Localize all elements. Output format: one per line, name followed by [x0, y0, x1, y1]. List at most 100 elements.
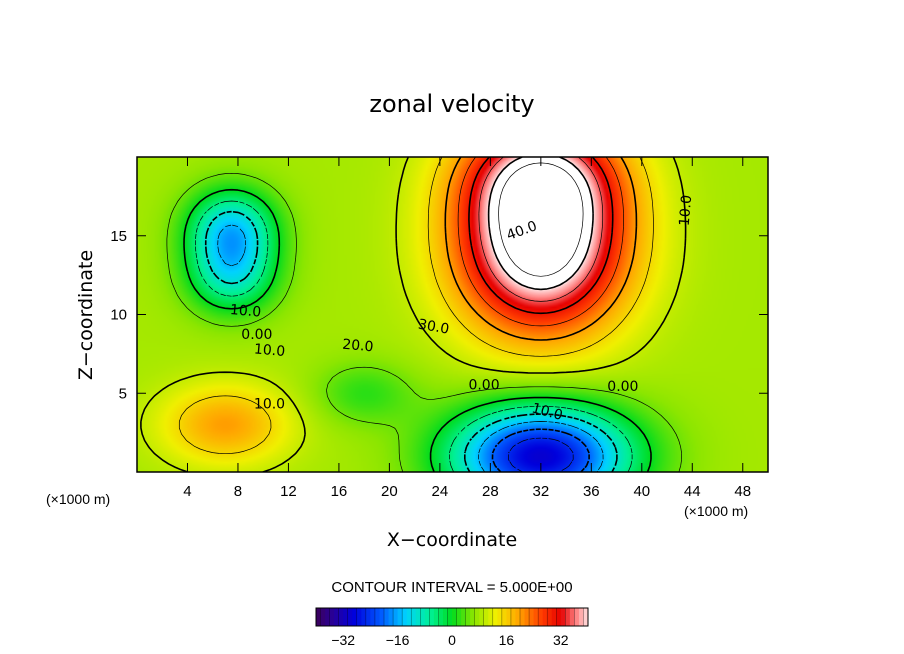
contour-line-45 — [498, 162, 584, 277]
colorbar-cell — [547, 608, 553, 626]
chart-title: zonal velocity — [369, 90, 534, 118]
colorbar-cells — [316, 608, 589, 626]
y-tick-label: 5 — [119, 385, 127, 402]
colorbar-cell — [415, 608, 421, 626]
colorbar-cell — [501, 608, 507, 626]
x-unit-right: (×1000 m) — [684, 503, 748, 519]
x-tick-label: 20 — [381, 483, 398, 500]
colorbar-cell — [402, 608, 408, 626]
contour-line-neg10 — [204, 210, 618, 472]
colorbar-ticks: −32 −16 0 16 32 — [331, 632, 568, 648]
contour-label-9: 10.0 — [530, 400, 564, 424]
colorbar-cell — [483, 608, 489, 626]
colorbar-cell — [542, 608, 548, 626]
x-tick-label: 36 — [583, 483, 600, 500]
contour-label-8: 10.0 — [254, 396, 285, 412]
colorbar-cell — [556, 608, 562, 626]
colorbar-cell — [569, 608, 575, 626]
x-tick-label: 16 — [331, 483, 348, 500]
colorbar-cell — [379, 608, 385, 626]
colorbar-cell — [456, 608, 462, 626]
colorbar-cell — [488, 608, 494, 626]
contour-label-7: 0.00 — [241, 327, 272, 343]
colorbar-cell — [560, 608, 566, 626]
colorbar-cell — [538, 608, 544, 626]
contour-line-10 — [140, 157, 687, 472]
x-axis-label: X−coordinate — [387, 529, 517, 551]
colorbar-cell — [365, 608, 371, 626]
contour-line-neg15 — [217, 224, 604, 472]
colorbar-cell — [551, 608, 557, 626]
contour-label-6: 10.0 — [229, 302, 261, 321]
colorbar-tick-label: −32 — [331, 632, 355, 648]
x-tick-label: 8 — [234, 483, 242, 500]
x-tick-label: 24 — [432, 483, 449, 500]
colorbar-cell — [411, 608, 417, 626]
colorbar-cell — [438, 608, 444, 626]
colorbar-cell — [447, 608, 453, 626]
colorbar-cell — [474, 608, 480, 626]
x-tick-label: 48 — [734, 483, 751, 500]
x-axis-ticks: 4 8 12 16 20 24 28 32 36 40 44 48 — [183, 157, 751, 500]
contour-line-40 — [487, 157, 594, 291]
colorbar-frame — [315, 607, 589, 627]
x-tick-label: 12 — [280, 483, 297, 500]
colorbar-cell — [338, 608, 344, 626]
y-tick-label: 10 — [110, 307, 127, 324]
x-tick-label: 28 — [482, 483, 499, 500]
colorbar-cell — [374, 608, 380, 626]
colorbar-cell — [388, 608, 394, 626]
contour-label-10: 0.00 — [468, 377, 499, 393]
colorbar-cell — [520, 608, 526, 626]
colorbar-cell — [397, 608, 403, 626]
colorbar-cell — [574, 608, 580, 626]
colorbar-cell — [583, 608, 589, 626]
colorbar-cell — [406, 608, 412, 626]
colorbar-cell — [420, 608, 426, 626]
contour-label-1: 30.0 — [417, 317, 450, 338]
colorbar-cell — [578, 608, 584, 626]
colorbar-cell — [329, 608, 335, 626]
colorbar-tick-label: 32 — [553, 632, 569, 648]
colorbar-cell — [347, 608, 353, 626]
colorbar-cell — [529, 608, 535, 626]
colorbar-cell — [393, 608, 399, 626]
colorbar-tick-label: 16 — [499, 632, 515, 648]
contour-line-35 — [478, 157, 604, 302]
colorbar-cell — [316, 608, 322, 626]
colorbar-cell — [429, 608, 435, 626]
colorbar-cell — [524, 608, 530, 626]
colorbar-cell — [461, 608, 467, 626]
colorbar-cell — [510, 608, 516, 626]
contour-label-2: 20.0 — [342, 337, 374, 356]
colorbar-cell — [470, 608, 476, 626]
x-tick-label: 44 — [684, 483, 701, 500]
contour-line-30 — [468, 157, 614, 315]
colorbar-cell — [356, 608, 362, 626]
colorbar-tick-label: 0 — [448, 632, 456, 648]
contour-line-neg20 — [491, 428, 590, 472]
contour-line-20 — [444, 157, 638, 341]
contour-label-3: 10.0 — [253, 341, 285, 360]
x-tick-label: 40 — [633, 483, 650, 500]
y-axis-label: Z−coordinate — [75, 250, 97, 380]
colorbar-cell — [424, 608, 430, 626]
contour-line-0 — [183, 188, 652, 472]
colorbar: −32 −16 0 16 32 — [315, 607, 589, 648]
x-tick-label: 32 — [532, 483, 549, 500]
contour-line-15 — [178, 157, 654, 455]
colorbar-cell — [384, 608, 390, 626]
colorbar-cell — [343, 608, 349, 626]
colorbar-cell — [515, 608, 521, 626]
colorbar-cell — [497, 608, 503, 626]
colorbar-cell — [533, 608, 539, 626]
colorbar-cell — [352, 608, 358, 626]
colorbar-cell — [370, 608, 376, 626]
x-tick-label: 4 — [183, 483, 191, 500]
colorbar-cell — [479, 608, 485, 626]
colorbar-cell — [433, 608, 439, 626]
contour-line-neg5 — [195, 200, 633, 472]
y-tick-label: 15 — [110, 228, 127, 245]
x-unit-left: (×1000 m) — [46, 491, 110, 507]
